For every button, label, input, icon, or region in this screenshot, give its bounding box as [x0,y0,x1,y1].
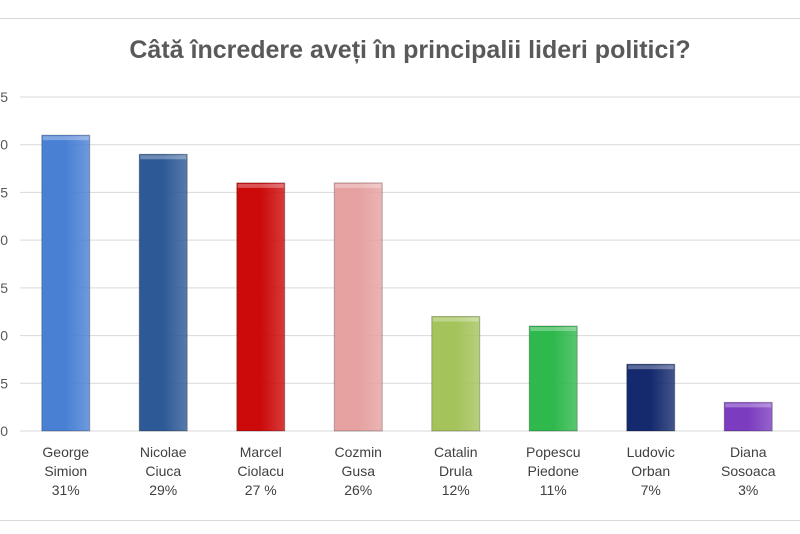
x-category-label: 7% [641,482,661,498]
bar [333,182,383,432]
frame-bottom-border [0,520,800,521]
x-category-label: Ciolacu [237,463,284,479]
x-category-label: 12% [442,482,470,498]
chart-title: Câtă încredere aveți în principalii lide… [129,36,691,64]
bar [431,315,481,432]
bar-highlight [627,365,674,370]
x-category-label: 27 % [245,482,277,498]
x-category-label: Nicolae [140,444,187,460]
bar [723,401,773,432]
x-category-label: Orban [631,463,670,479]
x-category-label: Marcel [240,444,282,460]
bar [138,153,188,432]
x-category-label: George [42,444,89,460]
x-category-label: Simion [44,463,87,479]
x-category-label: Diana [730,444,767,460]
y-tick-label: 35 [0,89,8,105]
bar [626,363,676,432]
y-tick-label: 10 [0,328,8,344]
bar [236,182,286,432]
x-category-label: 29% [149,482,177,498]
x-category-label: Popescu [526,444,580,460]
bar-highlight [530,327,577,332]
frame-top-border [0,18,800,19]
x-category-label: 11% [540,482,567,498]
y-tick-label: 5 [0,375,8,391]
y-tick-label: 15 [0,280,8,296]
y-tick-label: 25 [0,184,8,200]
y-tick-label: 20 [0,232,8,248]
bar-highlight [42,136,89,141]
bar-highlight [335,183,382,188]
x-category-label: Gusa [342,463,376,479]
bar-highlight [237,183,284,188]
bar [528,325,578,432]
x-category-label: Sosoaca [721,463,776,479]
bar-highlight [725,403,772,408]
x-category-label: Catalin [434,444,478,460]
x-category-label: 3% [738,482,758,498]
x-category-label: Drula [439,463,473,479]
bar-highlight [432,317,479,322]
x-category-label: Ciuca [145,463,181,479]
x-category-label: 31% [52,482,80,498]
x-category-label: Cozmin [335,444,382,460]
x-category-label: 26% [344,482,372,498]
x-category-label: Ludovic [627,444,675,460]
y-tick-label: 0 [0,423,8,439]
bar-highlight [140,155,187,160]
x-category-label: Piedone [528,463,580,479]
y-tick-label: 30 [0,137,8,153]
bar [41,134,91,432]
